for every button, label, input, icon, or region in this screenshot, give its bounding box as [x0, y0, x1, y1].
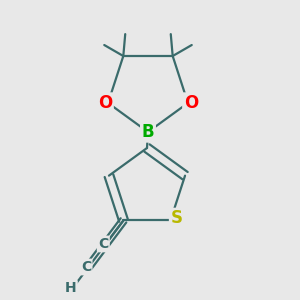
Text: B: B — [142, 123, 154, 141]
Text: S: S — [170, 209, 182, 227]
Text: H: H — [65, 281, 76, 295]
Text: O: O — [184, 94, 198, 112]
Text: O: O — [98, 94, 112, 112]
Text: C: C — [81, 260, 91, 274]
Text: C: C — [98, 237, 108, 251]
